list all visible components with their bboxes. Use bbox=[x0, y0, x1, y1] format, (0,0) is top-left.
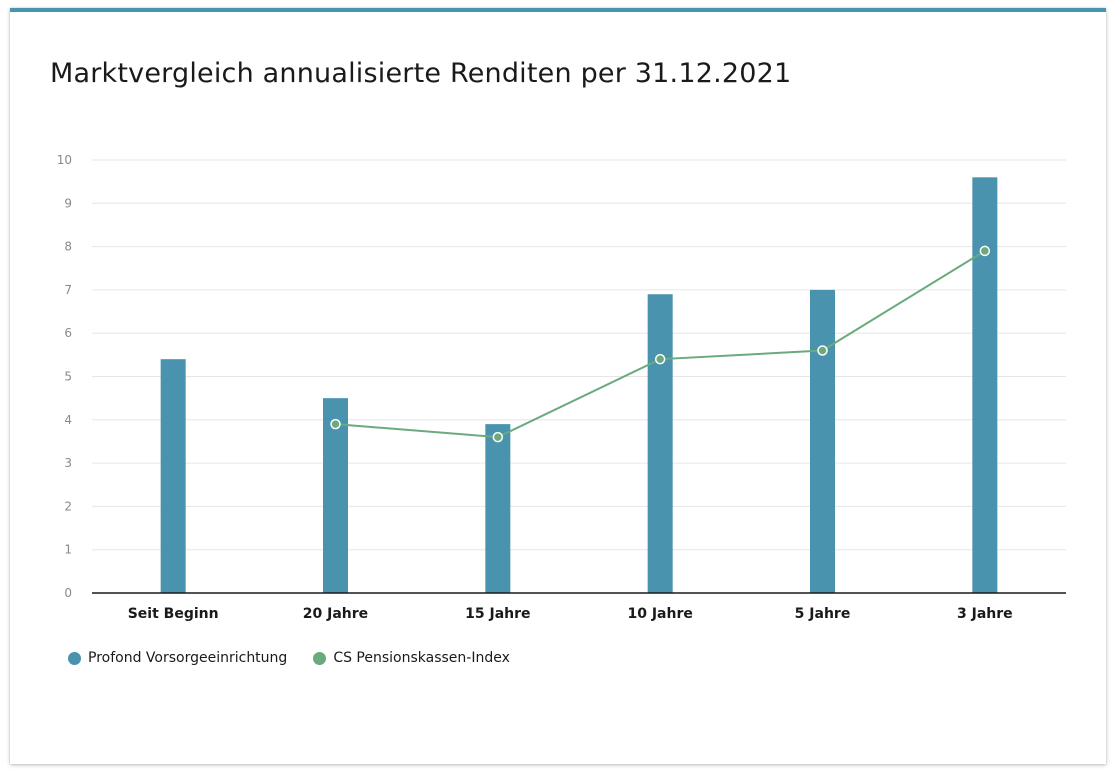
y-tick-label: 9 bbox=[64, 196, 72, 210]
x-tick-label: 15 Jahre bbox=[465, 606, 530, 622]
y-tick-label: 3 bbox=[64, 456, 72, 470]
line-series bbox=[330, 245, 991, 443]
y-tick-label: 5 bbox=[64, 370, 72, 384]
x-tick-label: Seit Beginn bbox=[128, 606, 219, 622]
chart-title: Marktvergleich annualisierte Renditen pe… bbox=[50, 58, 792, 89]
x-tick-label: 20 Jahre bbox=[303, 606, 368, 622]
legend-swatch-cs-index bbox=[313, 651, 327, 665]
line-point[interactable] bbox=[979, 245, 991, 257]
legend-item-profond[interactable]: Profond Vorsorgeeinrichtung bbox=[68, 650, 287, 666]
legend: Profond Vorsorgeeinrichtung CS Pensionsk… bbox=[68, 650, 510, 666]
bar[interactable] bbox=[160, 359, 186, 593]
x-tick-label: 3 Jahre bbox=[957, 606, 1013, 622]
y-tick-label: 4 bbox=[64, 413, 72, 427]
line-point[interactable] bbox=[492, 431, 504, 443]
line-point[interactable] bbox=[330, 418, 341, 430]
x-tick-label: 5 Jahre bbox=[795, 606, 851, 622]
bar-series bbox=[160, 177, 998, 593]
legend-item-cs-index[interactable]: CS Pensionskassen-Index bbox=[313, 650, 510, 666]
line-point[interactable] bbox=[817, 345, 828, 356]
y-axis-ticks: 0 1 2 3 4 5 6 7 8 9 10 bbox=[57, 153, 72, 600]
y-tick-label: 1 bbox=[64, 543, 72, 557]
legend-label-profond: Profond Vorsorgeeinrichtung bbox=[88, 650, 288, 666]
line-point[interactable] bbox=[654, 353, 666, 365]
y-tick-label: 7 bbox=[64, 283, 72, 297]
legend-swatch-profond bbox=[68, 651, 81, 665]
bar[interactable] bbox=[647, 294, 673, 593]
y-tick-label: 8 bbox=[64, 240, 72, 254]
x-tick-label: 10 Jahre bbox=[627, 606, 692, 622]
y-tick-label: 0 bbox=[64, 586, 72, 600]
y-tick-label: 6 bbox=[64, 326, 72, 340]
y-tick-label: 2 bbox=[64, 499, 72, 513]
grid-lines bbox=[92, 159, 1066, 551]
chart-card: Marktvergleich annualisierte Renditen pe… bbox=[10, 8, 1106, 764]
y-tick-label: 10 bbox=[57, 153, 72, 167]
x-axis-labels: Seit Beginn 20 Jahre 15 Jahre 10 Jahre 5 Jah… bbox=[128, 606, 1013, 622]
bar[interactable] bbox=[810, 289, 835, 593]
bar[interactable] bbox=[485, 424, 511, 593]
bar[interactable] bbox=[323, 398, 348, 593]
legend-label-cs-index: CS Pensionskassen-Index bbox=[333, 650, 510, 666]
bar[interactable] bbox=[972, 177, 998, 593]
